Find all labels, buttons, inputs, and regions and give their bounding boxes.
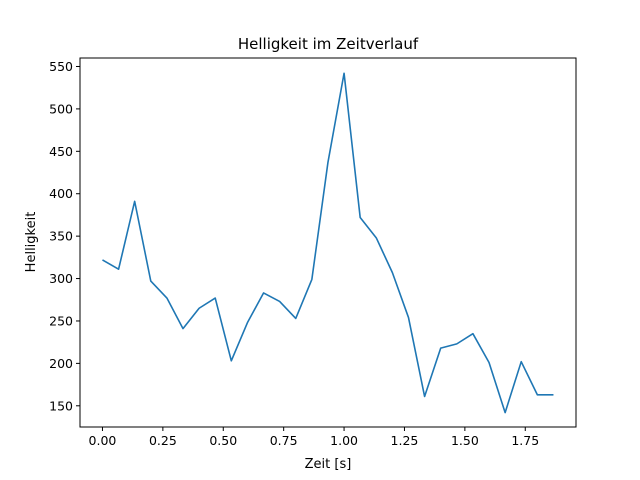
x-axis: 0.00 0.25 0.50 0.75 1.00 1.25 1.50 1.75 [89, 427, 539, 448]
y-axis: 150 200 250 300 350 400 450 500 550 [49, 59, 80, 413]
y-tick-label: 350 [49, 229, 73, 244]
x-tick-label: 1.00 [330, 433, 358, 448]
x-tick-label: 1.50 [451, 433, 479, 448]
y-tick-label: 200 [49, 356, 73, 371]
y-tick-label: 550 [49, 59, 73, 74]
y-tick-label: 300 [49, 271, 73, 286]
x-tick-label: 0.75 [270, 433, 298, 448]
x-tick-label: 0.50 [209, 433, 237, 448]
series-layer [102, 72, 554, 414]
x-tick-label: 0.25 [149, 433, 177, 448]
y-tick-label: 400 [49, 186, 73, 201]
x-tick-label: 0.00 [89, 433, 117, 448]
x-axis-label: Zeit [s] [305, 457, 352, 472]
plot-area-frame [79, 57, 577, 428]
x-tick-label: 1.25 [391, 433, 419, 448]
series-line [102, 72, 554, 414]
y-tick-label: 250 [49, 313, 73, 328]
x-tick-label: 1.75 [511, 433, 539, 448]
y-tick-label: 500 [49, 101, 73, 116]
y-tick-label: 150 [49, 398, 73, 413]
y-tick-label: 450 [49, 144, 73, 159]
y-axis-label: Helligkeit [24, 212, 39, 273]
chart-title: Helligkeit im Zeitverlauf [238, 35, 419, 53]
